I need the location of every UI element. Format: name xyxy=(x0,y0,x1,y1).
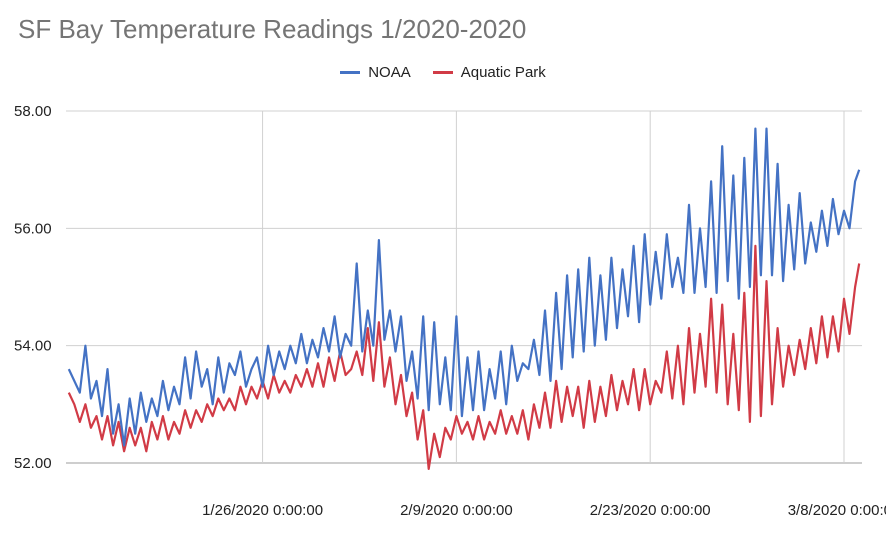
chart-legend: NOAA Aquatic Park xyxy=(0,64,886,81)
legend-swatch-noaa xyxy=(340,71,361,74)
legend-entry-noaa: NOAA xyxy=(340,64,411,81)
x-tick-label: 2/9/2020 0:00:00 xyxy=(400,502,513,519)
legend-swatch-aquatic-park xyxy=(432,71,453,74)
x-tick-label: 1/26/2020 0:00:00 xyxy=(202,502,323,519)
y-tick-label: 56.00 xyxy=(14,220,52,237)
y-tick-label: 54.00 xyxy=(14,338,52,355)
legend-label-aquatic-park: Aquatic Park xyxy=(460,64,546,81)
series-line-aquatic-park xyxy=(67,244,861,470)
y-tick-label: 58.00 xyxy=(14,103,52,120)
y-tick-label: 52.00 xyxy=(14,455,52,472)
x-tick-label: 3/8/2020 0:00:00 xyxy=(788,502,886,519)
chart-title: SF Bay Temperature Readings 1/2020-2020 xyxy=(18,14,527,44)
legend-label-noaa: NOAA xyxy=(368,64,411,81)
legend-entry-aquatic-park: Aquatic Park xyxy=(432,64,546,81)
series-line-noaa xyxy=(67,127,861,447)
x-tick-label: 2/23/2020 0:00:00 xyxy=(590,502,711,519)
